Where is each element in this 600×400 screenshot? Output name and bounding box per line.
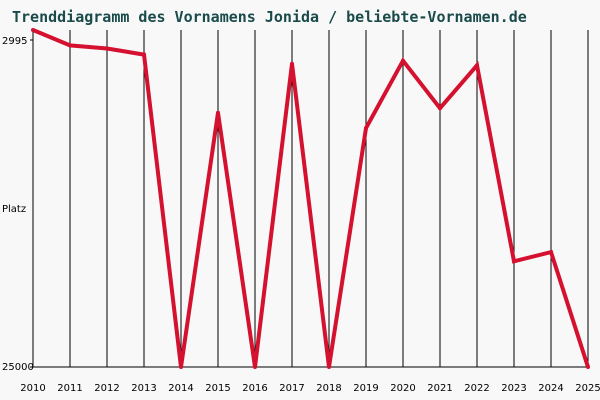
data-point-2018 <box>327 365 331 369</box>
x-axis-tick-labels: 2010 2011 2012 2013 2014 2015 2016 2017 2018 2019… <box>20 383 600 394</box>
series-line-0 <box>32 28 590 368</box>
x-tick-label-2018: 2018 <box>316 383 341 394</box>
y-axis-labels: 2995 25000 <box>2 36 34 373</box>
data-point-2016 <box>253 365 257 369</box>
x-tick-label-2023: 2023 <box>501 383 526 394</box>
x-tick-label-2019: 2019 <box>353 383 378 394</box>
x-tick-label-2025: 2025 <box>575 383 600 394</box>
vertical-gridlines <box>32 30 589 367</box>
data-point-2022 <box>475 63 479 68</box>
x-tick-label-2022: 2022 <box>464 383 489 394</box>
y-tick-label-top: 2995 <box>2 36 27 47</box>
data-point-2020 <box>401 58 405 63</box>
chart-title: Trenddiagramm des Vornamens Jonida / bel… <box>12 8 527 26</box>
x-tick-label-2013: 2013 <box>131 383 156 394</box>
series-layer <box>31 28 590 369</box>
data-point-2019 <box>364 126 368 131</box>
x-tick-label-2021: 2021 <box>427 383 452 394</box>
data-point-2024 <box>549 250 553 255</box>
x-tick-label-2010: 2010 <box>20 383 45 394</box>
data-point-2014 <box>179 365 183 369</box>
data-point-2017 <box>290 61 294 66</box>
data-point-2012 <box>105 46 109 51</box>
y-tick-label-bottom: 25000 <box>2 362 34 373</box>
y-axis-label: Platz <box>2 204 26 215</box>
data-point-2015 <box>216 110 220 115</box>
axes <box>30 30 588 368</box>
data-point-2013 <box>142 52 146 57</box>
x-tick-label-2024: 2024 <box>538 383 563 394</box>
data-point-2025 <box>586 365 590 369</box>
data-point-2023 <box>512 259 516 264</box>
data-point-2011 <box>68 43 72 48</box>
x-tick-label-2014: 2014 <box>168 383 193 394</box>
x-tick-label-2012: 2012 <box>94 383 119 394</box>
x-tick-label-2017: 2017 <box>279 383 304 394</box>
data-point-2021 <box>438 106 442 111</box>
x-tick-label-2015: 2015 <box>205 383 230 394</box>
data-point-2010 <box>31 28 35 32</box>
x-tick-label-2020: 2020 <box>390 383 415 394</box>
x-tick-label-2016: 2016 <box>242 383 267 394</box>
x-tick-label-2011: 2011 <box>57 383 82 394</box>
